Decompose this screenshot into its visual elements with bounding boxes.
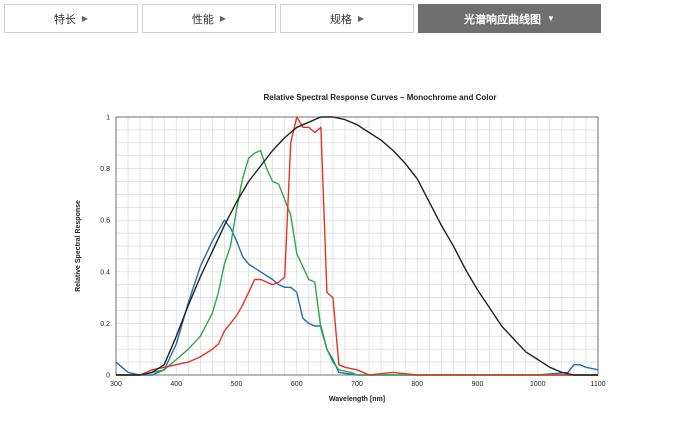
chart-grid — [115, 116, 599, 376]
tab-bar: 特长 ▶ 性能 ▶ 规格 ▶ 光谱响应曲线图 ▼ — [4, 4, 605, 33]
tab-performance-label: 性能 — [191, 13, 214, 26]
y-tick-label: 0 — [106, 373, 110, 380]
tab-performance[interactable]: 性能 ▶ — [142, 4, 276, 33]
tab-features[interactable]: 特长 ▶ — [4, 4, 138, 33]
series-line-1 — [116, 149, 598, 376]
x-tick-label: 1100 — [590, 381, 605, 388]
tab-features-label: 特长 — [53, 13, 76, 26]
y-tick-label: 1 — [106, 115, 110, 122]
x-tick-label: 300 — [110, 381, 122, 388]
y-axis-label: Relative Spectral Response — [75, 200, 82, 292]
x-axis-label: Wavelength [nm] — [329, 396, 385, 403]
series-line-3 — [116, 116, 598, 376]
triangle-right-icon: ▶ — [357, 14, 365, 23]
triangle-right-icon: ▶ — [219, 14, 227, 23]
x-tick-label: 700 — [351, 381, 363, 388]
y-tick-label: 0.6 — [100, 218, 110, 225]
tab-spectral-response[interactable]: 光谱响应曲线图 ▼ — [418, 4, 601, 33]
y-tick-label: 0.8 — [100, 166, 110, 173]
triangle-down-icon: ▼ — [547, 14, 555, 23]
x-tick-label: 800 — [411, 381, 423, 388]
y-tick-label: 0.4 — [100, 269, 110, 276]
x-tick-label: 600 — [291, 381, 303, 388]
chart-series — [115, 116, 599, 376]
tab-specifications-label: 规格 — [329, 13, 352, 26]
x-tick-label: 900 — [472, 381, 484, 388]
x-axis-ticks: 300 400 500 600 700 800 900 1000 1100 — [110, 381, 605, 388]
y-axis-ticks: 0 0.2 0.4 0.6 0.8 1 — [100, 115, 110, 380]
y-tick-label: 0.2 — [100, 321, 110, 328]
tab-specifications[interactable]: 规格 ▶ — [280, 4, 414, 33]
tab-spectral-response-label: 光谱响应曲线图 — [464, 13, 542, 26]
x-tick-label: 400 — [170, 381, 182, 388]
series-line-2 — [116, 116, 598, 376]
triangle-right-icon: ▶ — [81, 14, 89, 23]
x-tick-label: 500 — [231, 381, 243, 388]
chart-title: Relative Spectral Response Curves – Mono… — [264, 93, 497, 102]
x-tick-label: 1000 — [530, 381, 546, 388]
